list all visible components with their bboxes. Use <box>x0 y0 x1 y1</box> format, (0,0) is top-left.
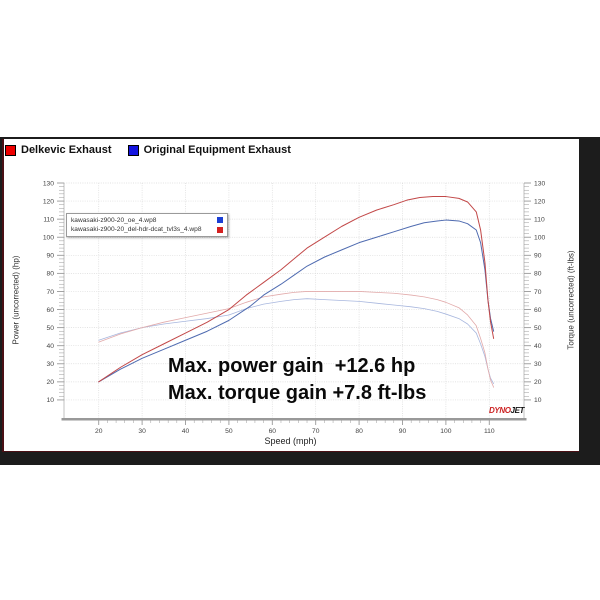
svg-text:30: 30 <box>534 361 542 368</box>
svg-text:130: 130 <box>534 180 545 187</box>
svg-text:20: 20 <box>95 428 103 435</box>
svg-text:60: 60 <box>47 307 55 314</box>
svg-text:90: 90 <box>534 253 542 260</box>
svg-text:90: 90 <box>47 253 55 260</box>
svg-text:60: 60 <box>269 428 277 435</box>
svg-text:30: 30 <box>138 428 146 435</box>
svg-text:50: 50 <box>534 325 542 332</box>
svg-text:20: 20 <box>534 379 542 386</box>
svg-text:70: 70 <box>312 428 320 435</box>
svg-text:40: 40 <box>534 343 542 350</box>
svg-text:40: 40 <box>182 428 190 435</box>
svg-text:120: 120 <box>534 198 545 205</box>
svg-text:110: 110 <box>534 216 545 223</box>
svg-text:100: 100 <box>440 428 451 435</box>
svg-text:100: 100 <box>43 235 54 242</box>
svg-text:80: 80 <box>47 271 55 278</box>
svg-text:50: 50 <box>225 428 233 435</box>
svg-text:60: 60 <box>534 307 542 314</box>
svg-text:120: 120 <box>43 198 54 205</box>
svg-text:110: 110 <box>484 428 495 435</box>
svg-text:110: 110 <box>43 216 54 223</box>
svg-text:20: 20 <box>47 379 55 386</box>
svg-text:30: 30 <box>47 361 55 368</box>
svg-text:100: 100 <box>534 235 545 242</box>
svg-text:90: 90 <box>399 428 407 435</box>
svg-text:50: 50 <box>47 325 55 332</box>
svg-text:40: 40 <box>47 343 55 350</box>
svg-text:70: 70 <box>47 289 55 296</box>
svg-text:130: 130 <box>43 180 54 187</box>
svg-text:10: 10 <box>534 397 542 404</box>
svg-text:80: 80 <box>534 271 542 278</box>
svg-text:10: 10 <box>47 397 55 404</box>
svg-text:80: 80 <box>355 428 363 435</box>
svg-text:70: 70 <box>534 289 542 296</box>
